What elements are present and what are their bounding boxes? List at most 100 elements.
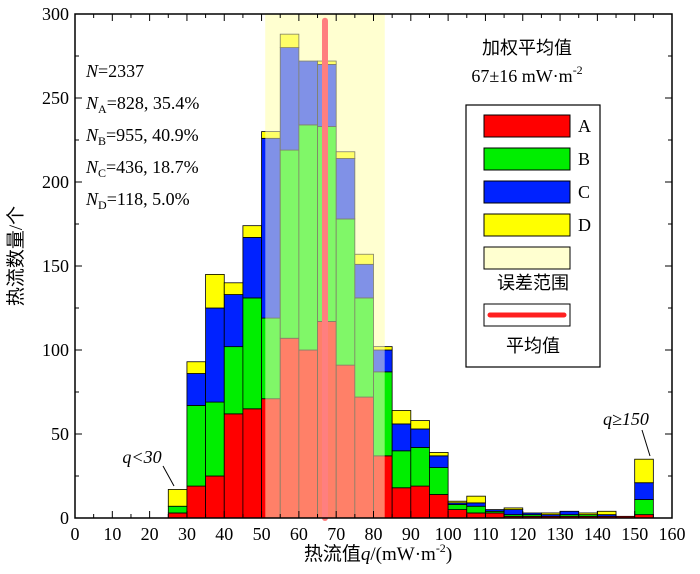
bar-D-40 — [223, 282, 244, 295]
bar-D-95 — [429, 452, 449, 457]
bar-C-150 — [634, 482, 654, 500]
bar-D-150 — [634, 458, 654, 484]
bar-B-25 — [167, 505, 188, 514]
bar-C-110 — [485, 509, 505, 512]
bar-D-115 — [503, 507, 524, 511]
x-axis-label: 热流值q/(mW·m-2) — [304, 541, 452, 565]
weighted-mean-title: 加权平均值 — [482, 38, 572, 58]
legend-swatch-D — [483, 213, 571, 237]
weighted-mean-value: 67±16 mW·m-2 — [471, 63, 582, 86]
bar-D-90 — [410, 420, 430, 430]
x-tick-label-110: 110 — [472, 524, 498, 544]
bar-B-30 — [186, 405, 206, 487]
y-tick-label-150: 150 — [42, 256, 69, 276]
x-tick-label-140: 140 — [584, 524, 611, 544]
bar-A-25 — [167, 512, 188, 519]
bar-C-35 — [205, 307, 225, 403]
y-tick-label-250: 250 — [42, 88, 69, 108]
bar-D-45 — [242, 225, 262, 238]
legend-swatch-C — [483, 180, 571, 204]
x-tick-label-70: 70 — [327, 524, 345, 544]
x-tick-label-80: 80 — [365, 524, 383, 544]
bar-D-35 — [205, 273, 225, 309]
annotation-n-total: N=2337 — [85, 61, 144, 81]
high-bin-leader — [641, 429, 651, 457]
y-tick-label-200: 200 — [42, 172, 69, 192]
bar-D-30 — [186, 361, 206, 374]
bar-D-100 — [447, 500, 468, 504]
axis-ticks: 0 10 20 30 40 50 60 70 80 90 100 110 120 130 140 150 160… — [42, 4, 686, 544]
bar-B-40 — [223, 346, 244, 415]
bar-A-100 — [447, 509, 468, 519]
bar-C-95 — [429, 455, 449, 468]
bar-B-100 — [447, 504, 468, 510]
x-tick-label-150: 150 — [621, 524, 648, 544]
x-tick-label-160: 160 — [659, 524, 686, 544]
annotation-n-a: NA=828, 35.4% — [85, 93, 199, 116]
bar-A-35 — [205, 475, 225, 519]
bar-C-130 — [559, 510, 580, 516]
low-bin-leader — [162, 465, 175, 487]
x-tick-label-100: 100 — [435, 524, 462, 544]
bar-B-45 — [242, 297, 262, 410]
bar-C-45 — [242, 237, 262, 299]
bar-A-105 — [466, 512, 486, 519]
x-tick-label-90: 90 — [402, 524, 420, 544]
legend-label-C: C — [578, 182, 590, 202]
legend-swatch-A — [483, 114, 571, 138]
legend-label-error-band: 误差范围 — [497, 273, 569, 293]
bar-A-95 — [429, 494, 449, 519]
bar-A-40 — [223, 413, 244, 519]
count-annotations: N=2337 NA=828, 35.4% NB=955, 40.9% NC=43… — [85, 61, 199, 212]
y-tick-label-300: 300 — [42, 4, 69, 24]
bar-B-90 — [410, 447, 430, 487]
annotation-n-b: NB=955, 40.9% — [85, 125, 199, 148]
x-tick-label-60: 60 — [290, 524, 308, 544]
x-tick-label-130: 130 — [547, 524, 574, 544]
bar-C-115 — [503, 509, 524, 516]
bar-A-90 — [410, 485, 430, 519]
legend-swatch-error-band — [483, 246, 571, 270]
bar-B-105 — [466, 505, 486, 514]
bar-C-105 — [466, 502, 486, 507]
bar-A-85 — [391, 487, 412, 519]
low-bin-label: q<30 — [122, 447, 161, 467]
high-bin-label: q≥150 — [603, 409, 649, 429]
bar-C-120 — [522, 512, 542, 516]
x-tick-label-20: 20 — [141, 524, 159, 544]
bar-D-85 — [391, 410, 412, 425]
bar-D-140 — [596, 510, 617, 516]
x-tick-label-40: 40 — [215, 524, 233, 544]
bar-B-95 — [429, 467, 449, 495]
y-tick-label-100: 100 — [42, 340, 69, 360]
bar-A-110 — [485, 512, 505, 519]
bar-A-45 — [242, 408, 262, 519]
bar-C-30 — [186, 373, 206, 406]
legend-label-mean: 平均值 — [506, 336, 560, 356]
y-axis-label: 热流数量/个 — [5, 206, 27, 306]
bar-D-25 — [167, 489, 188, 507]
bar-B-35 — [205, 401, 225, 477]
bar-C-85 — [391, 423, 412, 452]
bar-C-90 — [410, 428, 430, 448]
legend-label-A: A — [578, 116, 591, 136]
x-tick-label-10: 10 — [103, 524, 121, 544]
bar-A-30 — [186, 485, 206, 519]
x-tick-label-30: 30 — [178, 524, 196, 544]
x-tick-label-50: 50 — [253, 524, 271, 544]
bar-D-135 — [578, 512, 598, 516]
x-tick-label-0: 0 — [71, 524, 80, 544]
annotation-n-d: ND=118, 5.0% — [85, 189, 190, 212]
bar-D-105 — [466, 495, 486, 504]
bar-B-150 — [634, 499, 654, 516]
y-tick-label-0: 0 — [60, 508, 69, 528]
bar-C-40 — [223, 294, 244, 348]
legend-label-D: D — [578, 215, 591, 235]
legend-label-B: B — [578, 149, 590, 169]
y-tick-label-50: 50 — [51, 424, 69, 444]
x-tick-label-120: 120 — [509, 524, 536, 544]
legend-swatch-B — [483, 147, 571, 171]
